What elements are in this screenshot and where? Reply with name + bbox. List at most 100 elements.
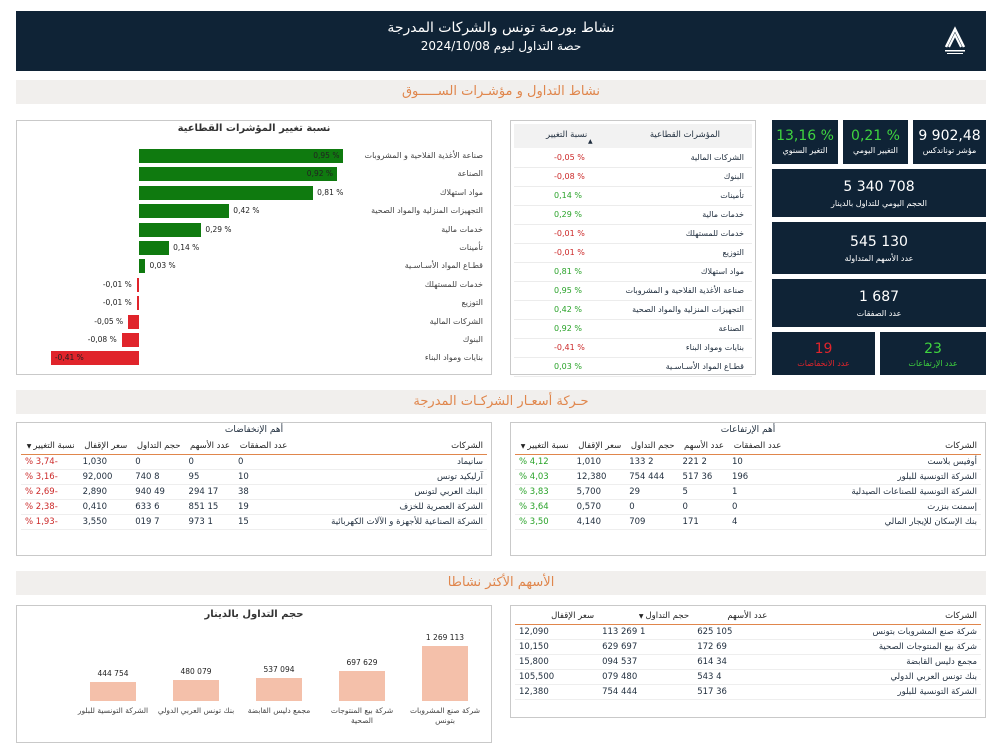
movers-cell: الشركة التونسية للصناعات الصيدلية <box>785 484 981 500</box>
movers-row[interactable]: الشركة العصرية للخزف 19 15 851 6 633 0,410 -2… <box>21 499 487 515</box>
volume-chart-title: حجم التداول بالدينار <box>204 609 304 620</box>
movers-header-cell: عدد الصفقات <box>727 438 786 455</box>
movers-row[interactable]: آرليكيد تونس 10 95 8 740 92,000 -3,16 % <box>21 469 487 485</box>
movers-cell: 4,12 % <box>515 454 573 470</box>
movers-header-cell: الشركات <box>785 438 981 455</box>
kpi-yearly-value: 13,16 % <box>776 128 834 144</box>
sector-name-cell: الصناعة <box>621 319 752 339</box>
sector-bar <box>50 351 139 366</box>
active-row[interactable]: مجمع دليس القابضة 34 614 537 094 15,800 <box>515 654 981 670</box>
sector-name-cell: البنوك <box>621 167 752 187</box>
top-gainers-panel: أهم الإرتفاعات الشركات عدد الصفقات عدد الأ… <box>510 422 986 556</box>
most-active-table: الشركات عدد الأسهم حجم التداول▼ سعر الإقفال… <box>515 608 981 700</box>
movers-row[interactable]: الشركة الصناعية للأجهزة و الآلات الكهربا… <box>21 514 487 530</box>
kpi-yearly-label: التغير السنوي <box>782 146 828 155</box>
kpi-index: 9 902,48 مؤشر توناندكس <box>913 120 986 164</box>
active-header-cell: عدد الأسهم <box>693 608 772 625</box>
section-prices-title: حـركة أسعـار الشركـات المدرجة <box>16 390 986 414</box>
sector-bar-value: -0,01 % <box>102 298 132 308</box>
sort-down-icon[interactable]: ▼ <box>638 613 644 620</box>
sector-bar-label: التجهيزات المنزلية والمواد الصحية <box>371 206 483 216</box>
movers-cell: 444 754 <box>625 469 679 485</box>
active-row[interactable]: الشركة التونسية للبلور 36 517 444 754 12,38… <box>515 684 981 700</box>
movers-row[interactable]: الشركة التونسية للبلور 196 36 517 444 754 12… <box>515 469 981 485</box>
sector-index-table: المؤشرات القطاعية نسبة التغيير ▲ -0,05 %… <box>510 120 756 377</box>
kpi-trades: 1 687 عدد الصفقات <box>772 279 986 327</box>
sector-change-cell: -0,08 % <box>514 167 622 187</box>
active-cell: 480 079 <box>598 669 694 685</box>
movers-cell: 19 <box>233 499 292 515</box>
movers-cell: 1,010 <box>572 454 626 470</box>
sector-name-cell: التوزيع <box>621 243 752 263</box>
movers-cell: 15 <box>233 514 292 530</box>
sector-bar-value: 0,14 % <box>173 243 200 252</box>
sector-bar <box>121 333 139 347</box>
movers-cell: 7 019 <box>131 514 185 530</box>
movers-cell: 10 <box>233 469 292 485</box>
movers-header-cell[interactable]: نسبة التغيير▼ <box>21 438 79 455</box>
movers-header-cell: حجم التداول <box>131 438 185 455</box>
active-header-cell: الشركات <box>771 608 981 625</box>
kpi-daily: 0,21 % التغيير اليومي <box>843 120 908 164</box>
movers-row[interactable]: أوفيس بلاست 10 2 221 2 133 1,010 4,12 % <box>515 454 981 470</box>
losers-table: الشركات عدد الصفقات عدد الأسهم حجم التداول س… <box>21 438 487 530</box>
active-header-cell[interactable]: حجم التداول▼ <box>598 608 694 625</box>
most-active-panel: الشركات عدد الأسهم حجم التداول▼ سعر الإقفال… <box>510 605 986 718</box>
sector-bar-label: مواد استهلاك <box>439 187 483 197</box>
sector-bar-label: الشركات المالية <box>429 316 483 326</box>
sort-up-icon[interactable]: ▲ <box>588 138 593 145</box>
sector-col-change[interactable]: نسبة التغيير <box>546 130 588 140</box>
sector-bar-label: تأمينات <box>459 243 483 252</box>
movers-cell: 38 <box>233 484 292 500</box>
sector-name-cell: صناعة الأغذية الفلاحية و المشروبات <box>621 281 752 301</box>
sector-change-cell: -0,05 % <box>514 148 622 168</box>
movers-cell: بنك الإسكان للإيجار المالي <box>785 514 981 530</box>
movers-row[interactable]: إسمنت بنزرت 0 0 0 0,570 3,64 % <box>515 499 981 515</box>
kpi-shares-value: 545 130 <box>850 234 908 250</box>
volume-bar-value: 537 094 <box>263 664 295 674</box>
active-cell: 105 625 <box>693 624 772 640</box>
sector-change-cell: -0,01 % <box>514 224 622 244</box>
sector-bar <box>136 296 139 311</box>
movers-header-cell[interactable]: نسبة التغيير▼ <box>515 438 573 455</box>
sort-down-icon[interactable]: ▼ <box>520 443 526 450</box>
movers-cell: 6 633 <box>131 499 185 515</box>
sector-bar-label: قطـاع المواد الأسـاسـية <box>404 261 483 271</box>
volume-bar <box>256 677 302 701</box>
sector-bar-value: -0,01 % <box>102 279 132 289</box>
bvmt-logo-icon <box>944 26 966 54</box>
movers-row[interactable]: سانيماد 0 0 0 1,030 -3,74 % <box>21 454 487 470</box>
active-row[interactable]: شركة صنع المشروبات بتونس 105 625 1 269 113… <box>515 624 981 640</box>
sector-bar <box>139 149 344 163</box>
kpi-trades-value: 1 687 <box>858 289 900 305</box>
sort-down-icon[interactable]: ▼ <box>26 443 32 450</box>
movers-cell: 8 740 <box>131 469 185 485</box>
active-cell: 4 543 <box>693 669 772 685</box>
sector-name-cell: الشركات المالية <box>621 148 752 168</box>
movers-row[interactable]: الشركة التونسية للصناعات الصيدلية 1 5 29 5,7… <box>515 484 981 500</box>
sector-table-row: 0,81 % مواد استهلاك <box>514 262 752 282</box>
active-cell: 444 754 <box>598 684 694 700</box>
active-row[interactable]: بنك تونس العربي الدولي 4 543 480 079 105,50… <box>515 669 981 685</box>
active-cell: شركة صنع المشروبات بتونس <box>771 624 981 640</box>
movers-row[interactable]: البنك العربي لتونس 38 17 294 49 940 2,890 -2,… <box>21 484 487 500</box>
sector-bar-value: 0,81 % <box>317 187 344 197</box>
active-cell: 12,380 <box>515 684 599 700</box>
sector-change-cell: 0,95 % <box>514 281 622 301</box>
movers-cell: 196 <box>727 469 786 485</box>
movers-row[interactable]: بنك الإسكان للإيجار المالي 4 171 709 4,140 3,… <box>515 514 981 530</box>
movers-cell: 5,700 <box>572 484 626 500</box>
active-row[interactable]: شركة بيع المنتوجات الصحية 69 172 697 629 10… <box>515 639 981 655</box>
top-losers-panel: أهم الإنخفاضات الشركات عدد الصفقات عدد الأ… <box>16 422 492 556</box>
movers-cell: 4 <box>727 514 786 530</box>
sector-change-chart: نسبة تغيير المؤشرات القطاعية 0,95 % صناعة… <box>16 120 492 375</box>
sector-bar <box>128 314 139 329</box>
sector-table-row: 0,95 % صناعة الأغذية الفلاحية و المشروبات <box>514 281 752 301</box>
sector-name-cell: بنايات ومواد البناء <box>621 338 752 358</box>
volume-bar <box>422 646 468 701</box>
kpi-volume-value: 5 340 708 <box>843 179 915 195</box>
kpi-daily-label: التغيير اليومي <box>853 146 898 155</box>
active-cell: 34 614 <box>693 654 772 670</box>
movers-cell: سانيماد <box>291 454 487 470</box>
sector-change-cell: 0,81 % <box>514 262 622 282</box>
